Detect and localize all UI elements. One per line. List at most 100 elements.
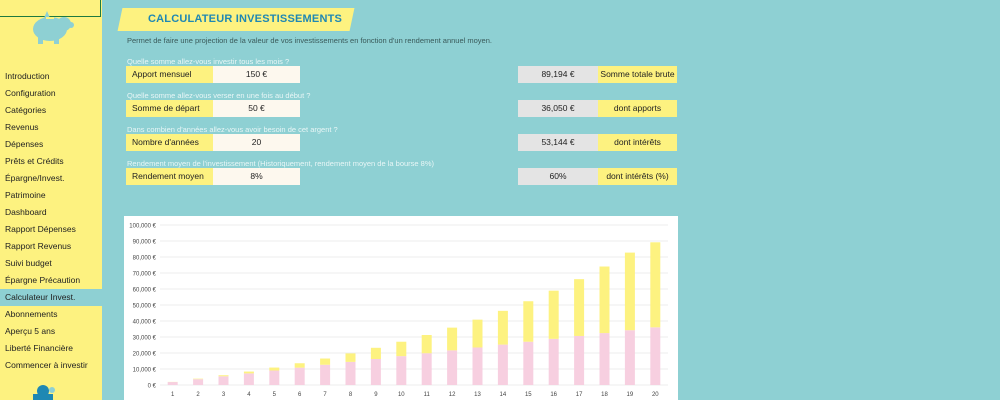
bar-segment-interets [421, 335, 432, 354]
page-description: Permet de faire une projection de la val… [127, 36, 492, 45]
initial-amount-label: Somme de départ [126, 100, 213, 117]
initial-amount-input[interactable]: 50 € [213, 100, 300, 117]
avatar-icon [33, 385, 55, 400]
x-tick-label: 5 [273, 392, 277, 398]
y-tick-label: 80,000 € [133, 256, 157, 262]
sidebar-item-9[interactable]: Dashboard [5, 207, 47, 217]
bar-segment-apports [523, 341, 534, 385]
sidebar-item-2[interactable]: Configuration [5, 88, 56, 98]
x-tick-label: 8 [349, 392, 353, 398]
sidebar-item-12[interactable]: Suivi budget [5, 258, 52, 268]
x-tick-label: 10 [398, 392, 405, 398]
sidebar-item-18[interactable]: Commencer à investir [5, 360, 88, 370]
bar-segment-apports [472, 347, 483, 385]
monthly-contribution-input[interactable]: 150 € [213, 66, 300, 83]
y-tick-label: 60,000 € [133, 288, 157, 294]
x-tick-label: 20 [652, 392, 659, 398]
x-tick-label: 3 [222, 392, 226, 398]
bar-segment-interets [447, 327, 458, 351]
x-tick-label: 11 [424, 392, 431, 398]
sidebar-item-1[interactable]: Introduction [5, 71, 50, 81]
x-tick-label: 15 [525, 392, 532, 398]
years-label: Nombre d'années [126, 134, 213, 151]
average-return-input[interactable]: 8% [213, 168, 300, 185]
sidebar-item-13[interactable]: Épargne Précaution [5, 275, 81, 285]
bar-segment-apports [548, 338, 559, 385]
sidebar-item-4[interactable]: Revenus [5, 122, 39, 132]
sidebar-item-15[interactable]: Abonnements [5, 309, 58, 319]
x-tick-label: 16 [550, 392, 557, 398]
x-tick-label: 12 [449, 392, 456, 398]
x-tick-label: 17 [576, 392, 583, 398]
bar-segment-interets [650, 242, 661, 328]
x-tick-label: 1 [171, 392, 175, 398]
bar-segment-interets [269, 367, 280, 371]
bar-segment-apports [574, 335, 585, 385]
sidebar-item-17[interactable]: Liberté Financière [5, 343, 74, 353]
sidebar-item-10[interactable]: Rapport Dépenses [5, 224, 76, 234]
bar-segment-interets [472, 319, 483, 348]
x-tick-label: 6 [298, 392, 302, 398]
bar-segment-apports [243, 373, 254, 385]
sidebar-item-7[interactable]: Épargne/Invest. [5, 173, 65, 183]
bar-segment-interets [548, 290, 559, 339]
y-tick-label: 70,000 € [133, 272, 157, 278]
bar-segment-apports [294, 367, 305, 385]
average-return-label: Rendement moyen [126, 168, 213, 185]
question-return: Rendement moyen de l'investissement (His… [127, 159, 435, 168]
y-tick-label: 90,000 € [133, 240, 157, 246]
bar-segment-apports [599, 333, 610, 385]
y-tick-label: 100,000 € [129, 224, 156, 230]
bar-segment-apports [193, 379, 204, 385]
sidebar-item-5[interactable]: Dépenses [5, 139, 44, 149]
interest-value: 53,144 € [518, 134, 598, 151]
total-gross-label: Somme totale brute [598, 66, 677, 83]
x-tick-label: 4 [247, 392, 251, 398]
bar-segment-apports [447, 350, 458, 385]
selected-cell[interactable] [0, 0, 101, 17]
contributions-value: 36,050 € [518, 100, 598, 117]
bar-segment-interets [624, 252, 635, 331]
monthly-contribution-label: Apport mensuel [126, 66, 213, 83]
investment-chart: 0 € 10,000 € 20,000 € 30,000 € 40,000 € 50,00… [124, 216, 678, 400]
bar-segment-apports [421, 353, 432, 385]
interest-label: dont intérêts [598, 134, 677, 151]
bar-segment-apports [167, 382, 178, 385]
y-tick-label: 50,000 € [133, 304, 157, 310]
bar-segment-apports [650, 327, 661, 385]
years-input[interactable]: 20 [213, 134, 300, 151]
page-title: CALCULATEUR INVESTISSEMENTS [148, 13, 343, 25]
bar-segment-apports [218, 376, 229, 385]
bar-segment-interets [345, 353, 356, 362]
total-gross-value: 89,194 € [518, 66, 598, 83]
bar-segment-apports [396, 356, 407, 385]
bar-segment-apports [370, 359, 381, 385]
sidebar-item-8[interactable]: Patrimoine [5, 190, 46, 200]
sidebar-item-14[interactable]: Calculateur Invest. [0, 289, 102, 306]
question-years: Dans combien d'années allez-vous avoir b… [127, 125, 338, 134]
interest-percent-label: dont intérêts (%) [598, 168, 677, 185]
bar-segment-interets [523, 301, 534, 342]
x-tick-label: 19 [627, 392, 634, 398]
bar-segment-interets [243, 371, 254, 374]
sidebar-item-11[interactable]: Rapport Revenus [5, 241, 72, 251]
y-tick-label: 0 € [148, 384, 157, 390]
x-tick-label: 9 [374, 392, 378, 398]
y-tick-label: 30,000 € [133, 336, 157, 342]
sidebar-item-16[interactable]: Aperçu 5 ans [5, 326, 56, 336]
bar-segment-interets [370, 347, 381, 359]
piggy-bank-icon [33, 11, 74, 44]
sidebar-item-3[interactable]: Catégories [5, 105, 47, 115]
bar-segment-interets [497, 310, 508, 345]
sidebar-item-6[interactable]: Prêts et Crédits [5, 156, 64, 166]
contributions-label: dont apports [598, 100, 677, 117]
sidebar: Introduction Configuration Catégories Reven… [0, 0, 102, 400]
bar-segment-apports [269, 370, 280, 385]
x-tick-label: 7 [323, 392, 327, 398]
x-tick-label: 2 [196, 392, 200, 398]
x-tick-label: 14 [500, 392, 507, 398]
bar-segment-interets [218, 375, 229, 377]
y-tick-label: 40,000 € [133, 320, 157, 326]
bar-segment-apports [624, 330, 635, 385]
bar-segment-apports [320, 364, 331, 385]
